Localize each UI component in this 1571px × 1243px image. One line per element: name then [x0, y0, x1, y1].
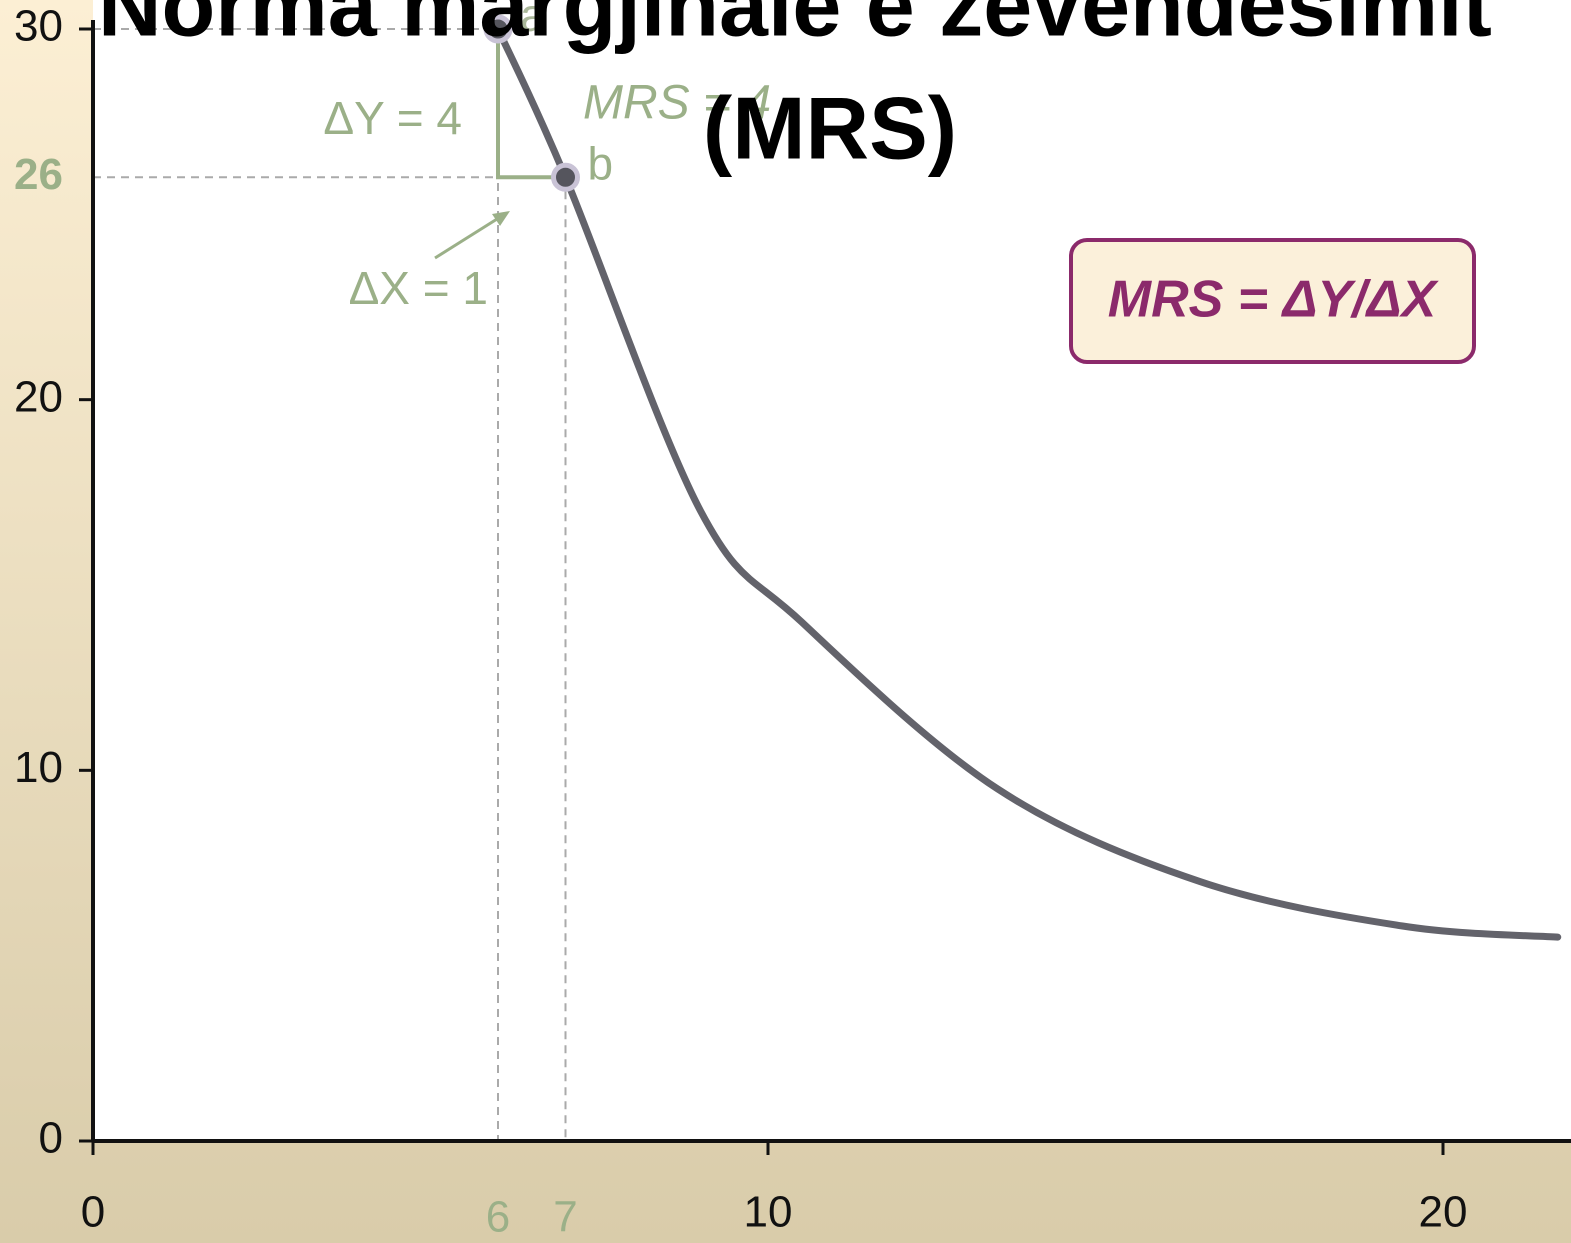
y-tick-label-highlight: 26 [14, 150, 63, 199]
x-tick-label: 20 [1419, 1188, 1468, 1237]
point [551, 162, 580, 192]
y-tick-label: 0 [39, 1114, 63, 1163]
arrow-head [492, 211, 510, 226]
indifference-curve [494, 25, 1562, 941]
chart-title: Norma margjinale e zëvendësimit [98, 0, 1492, 54]
delta-x-arrow [434, 212, 506, 260]
y-tick-label: 20 [14, 372, 63, 421]
chart-title: (MRS) [703, 78, 957, 177]
formula-box [1069, 238, 1476, 364]
delta-x-label: ΔX = 1 [349, 262, 488, 314]
y-tick-label: 30 [14, 2, 63, 51]
point-label: a [520, 0, 546, 41]
delta-y-label: ΔY = 4 [323, 92, 462, 144]
x-tick-label-highlight: 7 [553, 1193, 577, 1242]
plot-area [93, 0, 1571, 1141]
x-tick-label-highlight: 6 [486, 1193, 510, 1242]
delta-lines [496, 29, 566, 180]
point [483, 14, 513, 44]
x-tick-label: 0 [81, 1188, 105, 1237]
x-tick-label: 10 [744, 1188, 793, 1237]
mrs-value-label: MRS = 4 [583, 77, 771, 130]
y-tick-label: 10 [14, 743, 63, 792]
formula-label: MRS = ΔY/ΔX [1108, 271, 1440, 329]
point-label: b [588, 137, 614, 189]
